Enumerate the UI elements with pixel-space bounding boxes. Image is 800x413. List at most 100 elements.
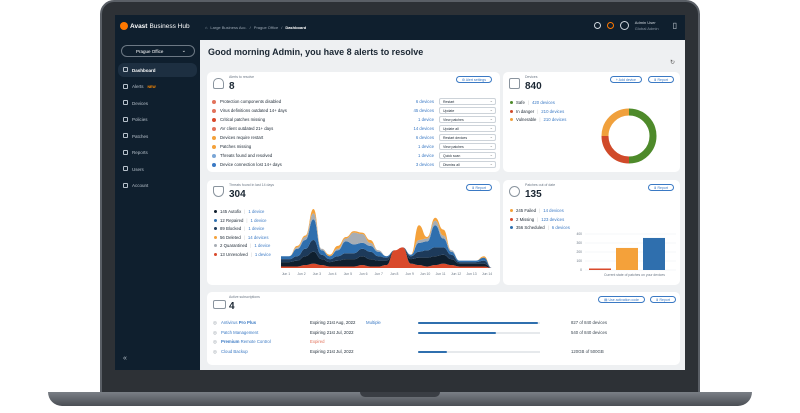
- gear-icon[interactable]: [593, 22, 601, 29]
- add-device-button[interactable]: + Add device: [609, 76, 642, 83]
- y-tick-label: 200: [576, 250, 582, 254]
- alert-icon: [212, 153, 216, 158]
- subscription-icon: ◎: [213, 349, 217, 355]
- sidebar-item-label: Devices: [132, 100, 149, 106]
- alert-devices-link[interactable]: 6 devices: [415, 99, 434, 104]
- legend-devices-link[interactable]: 1 device: [254, 251, 271, 257]
- subscription-name-link[interactable]: Cloud Backup: [221, 349, 248, 354]
- alert-settings-button[interactable]: ⚙ Alert settings: [455, 76, 492, 83]
- user-name: Admin User: [634, 20, 656, 25]
- subscriptions-report-button[interactable]: ⬇ Report: [649, 296, 676, 303]
- alert-devices-link[interactable]: 45 devices: [413, 108, 434, 113]
- legend-devices-link[interactable]: 1 device: [248, 226, 265, 231]
- legend-dot: [214, 210, 217, 213]
- app-logo[interactable]: Avast Business Hub: [120, 22, 190, 30]
- alert-row: Patches missing 1 device View patches: [212, 142, 496, 151]
- devices-report-button[interactable]: ⬇ Report: [647, 76, 674, 83]
- alert-devices-link[interactable]: 1 device: [417, 117, 434, 122]
- breadcrumb-account[interactable]: Large Business Acc.: [210, 25, 247, 30]
- subscription-multiple-link[interactable]: Multiple: [366, 320, 381, 325]
- subscription-name: Remote Control: [240, 339, 271, 345]
- sidebar-item-reports[interactable]: Reports: [118, 146, 197, 160]
- avatar[interactable]: [619, 21, 629, 30]
- legend-separator: |: [250, 243, 252, 248]
- subscription-name: Antivirus: [221, 320, 238, 325]
- sidebar-item-patches[interactable]: Patches: [118, 129, 197, 143]
- sidebar-item-users[interactable]: Users: [118, 162, 197, 176]
- user-menu[interactable]: Admin User Global Admin: [635, 20, 659, 31]
- alert-action-select[interactable]: Update: [439, 107, 496, 114]
- alert-settings-label: Alert settings: [465, 78, 486, 83]
- legend-devices-link[interactable]: 210 devices: [543, 117, 567, 122]
- legend-separator: |: [547, 225, 549, 230]
- legend-devices-link[interactable]: 6 devices: [551, 225, 570, 230]
- legend-label: 145 Autofix: [220, 209, 242, 214]
- alert-action-select[interactable]: View patches: [439, 116, 496, 123]
- monitor-icon: [509, 78, 520, 89]
- subscription-name-link[interactable]: Antivirus Pro Plus: [221, 320, 256, 325]
- alert-devices-link[interactable]: 1 device: [417, 144, 434, 149]
- sidebar-item-dashboard[interactable]: Dashboard: [118, 63, 197, 77]
- subscription-status: Expiring 21st Jul, 2022: [310, 329, 354, 335]
- collapse-sidebar-button[interactable]: «: [123, 355, 127, 362]
- credit-card-icon: [213, 300, 226, 309]
- alert-devices-link[interactable]: 1 device: [417, 153, 434, 158]
- alert-icon: [212, 144, 216, 149]
- alert-devices-link[interactable]: 3 devices: [415, 162, 434, 167]
- subscription-row: ◎ Cloud Backup Expiring 21st Jul, 2022 120…: [213, 348, 673, 357]
- alert-label: AV client outdated 21+ days: [220, 126, 274, 131]
- alert-action-select[interactable]: Restart devices: [439, 134, 496, 141]
- report-label: Report: [659, 298, 670, 303]
- alert-action-select[interactable]: Restart: [439, 98, 496, 105]
- alert-action-select[interactable]: View patches: [439, 143, 496, 150]
- alert-icon: [212, 162, 216, 167]
- threats-report-button[interactable]: ⬇ Report: [465, 184, 492, 191]
- legend-devices-link[interactable]: 1 device: [250, 217, 267, 223]
- subscription-name-link[interactable]: Premium Remote Control: [221, 339, 271, 344]
- x-tick-label: Jun 12: [451, 272, 461, 276]
- legend-devices-link[interactable]: 123 devices: [541, 216, 565, 222]
- patches-title: Patches out of date: [525, 183, 556, 187]
- subscription-name: Patch Management: [221, 329, 259, 335]
- app-screen: Avast Business Hub ⌂ Large Business Acc. /…: [115, 15, 685, 370]
- devices-count: 840: [525, 81, 542, 92]
- x-tick-label: Jun 5: [344, 272, 352, 276]
- activation-code-button[interactable]: ▤ Use activation code: [598, 296, 645, 303]
- alert-action-select[interactable]: Update all: [439, 125, 496, 132]
- office-name: Prague Office: [136, 49, 164, 54]
- sidebar-item-devices[interactable]: Devices: [118, 96, 197, 110]
- legend-devices-link[interactable]: 14 devices: [247, 234, 269, 240]
- alert-action-select[interactable]: Dismiss all: [439, 161, 496, 168]
- sidebar-item-policies[interactable]: Policies: [118, 113, 197, 127]
- legend-devices-link[interactable]: 210 devices: [541, 108, 565, 114]
- refresh-icon[interactable]: ↻: [669, 60, 675, 66]
- sidebar-item-account[interactable]: Account: [118, 179, 197, 193]
- alert-devices-link[interactable]: 6 devices: [415, 135, 434, 140]
- notifications-icon[interactable]: [606, 22, 614, 29]
- subscription-row: ◎ Antivirus Pro Plus Expiring 21st Aug, 20…: [213, 319, 673, 328]
- alert-devices-link[interactable]: 14 devices: [413, 126, 434, 131]
- subscription-row: ◎ Premium Remote Control Expired: [213, 338, 673, 347]
- alert-icon: [212, 135, 216, 140]
- laptop-notch: [360, 392, 440, 397]
- alert-action-select[interactable]: Quick scan: [439, 152, 496, 159]
- legend-dot: [510, 217, 513, 221]
- breadcrumb-office[interactable]: Prague Office: [253, 25, 279, 30]
- subscriptions-title: Active subscriptions: [229, 295, 260, 299]
- x-axis-label: Current state of patches on your devices: [604, 273, 665, 277]
- subscription-name-link[interactable]: Patch Management: [221, 330, 258, 335]
- legend-label: Vulnerable: [516, 117, 537, 122]
- legend-devices-link[interactable]: 1 device: [254, 243, 271, 248]
- legend-devices-link[interactable]: 1 device: [248, 209, 265, 214]
- subscription-tier: Premium: [221, 339, 240, 345]
- legend-devices-link[interactable]: 14 devices: [543, 208, 564, 213]
- patches-report-button[interactable]: ⬇ Report: [647, 184, 674, 191]
- legend-dot: [510, 226, 513, 229]
- y-tick-label: 100: [576, 259, 582, 263]
- activation-label: Use activation code: [608, 298, 639, 303]
- sidebar-item-alerts[interactable]: Alerts NEW: [118, 80, 197, 94]
- office-selector[interactable]: Prague Office ⌄: [121, 45, 195, 57]
- legend-devices-link[interactable]: 420 devices: [531, 100, 555, 105]
- apps-icon[interactable]: ▯: [672, 21, 677, 30]
- usage-text: 827 of 840 devices: [571, 320, 608, 325]
